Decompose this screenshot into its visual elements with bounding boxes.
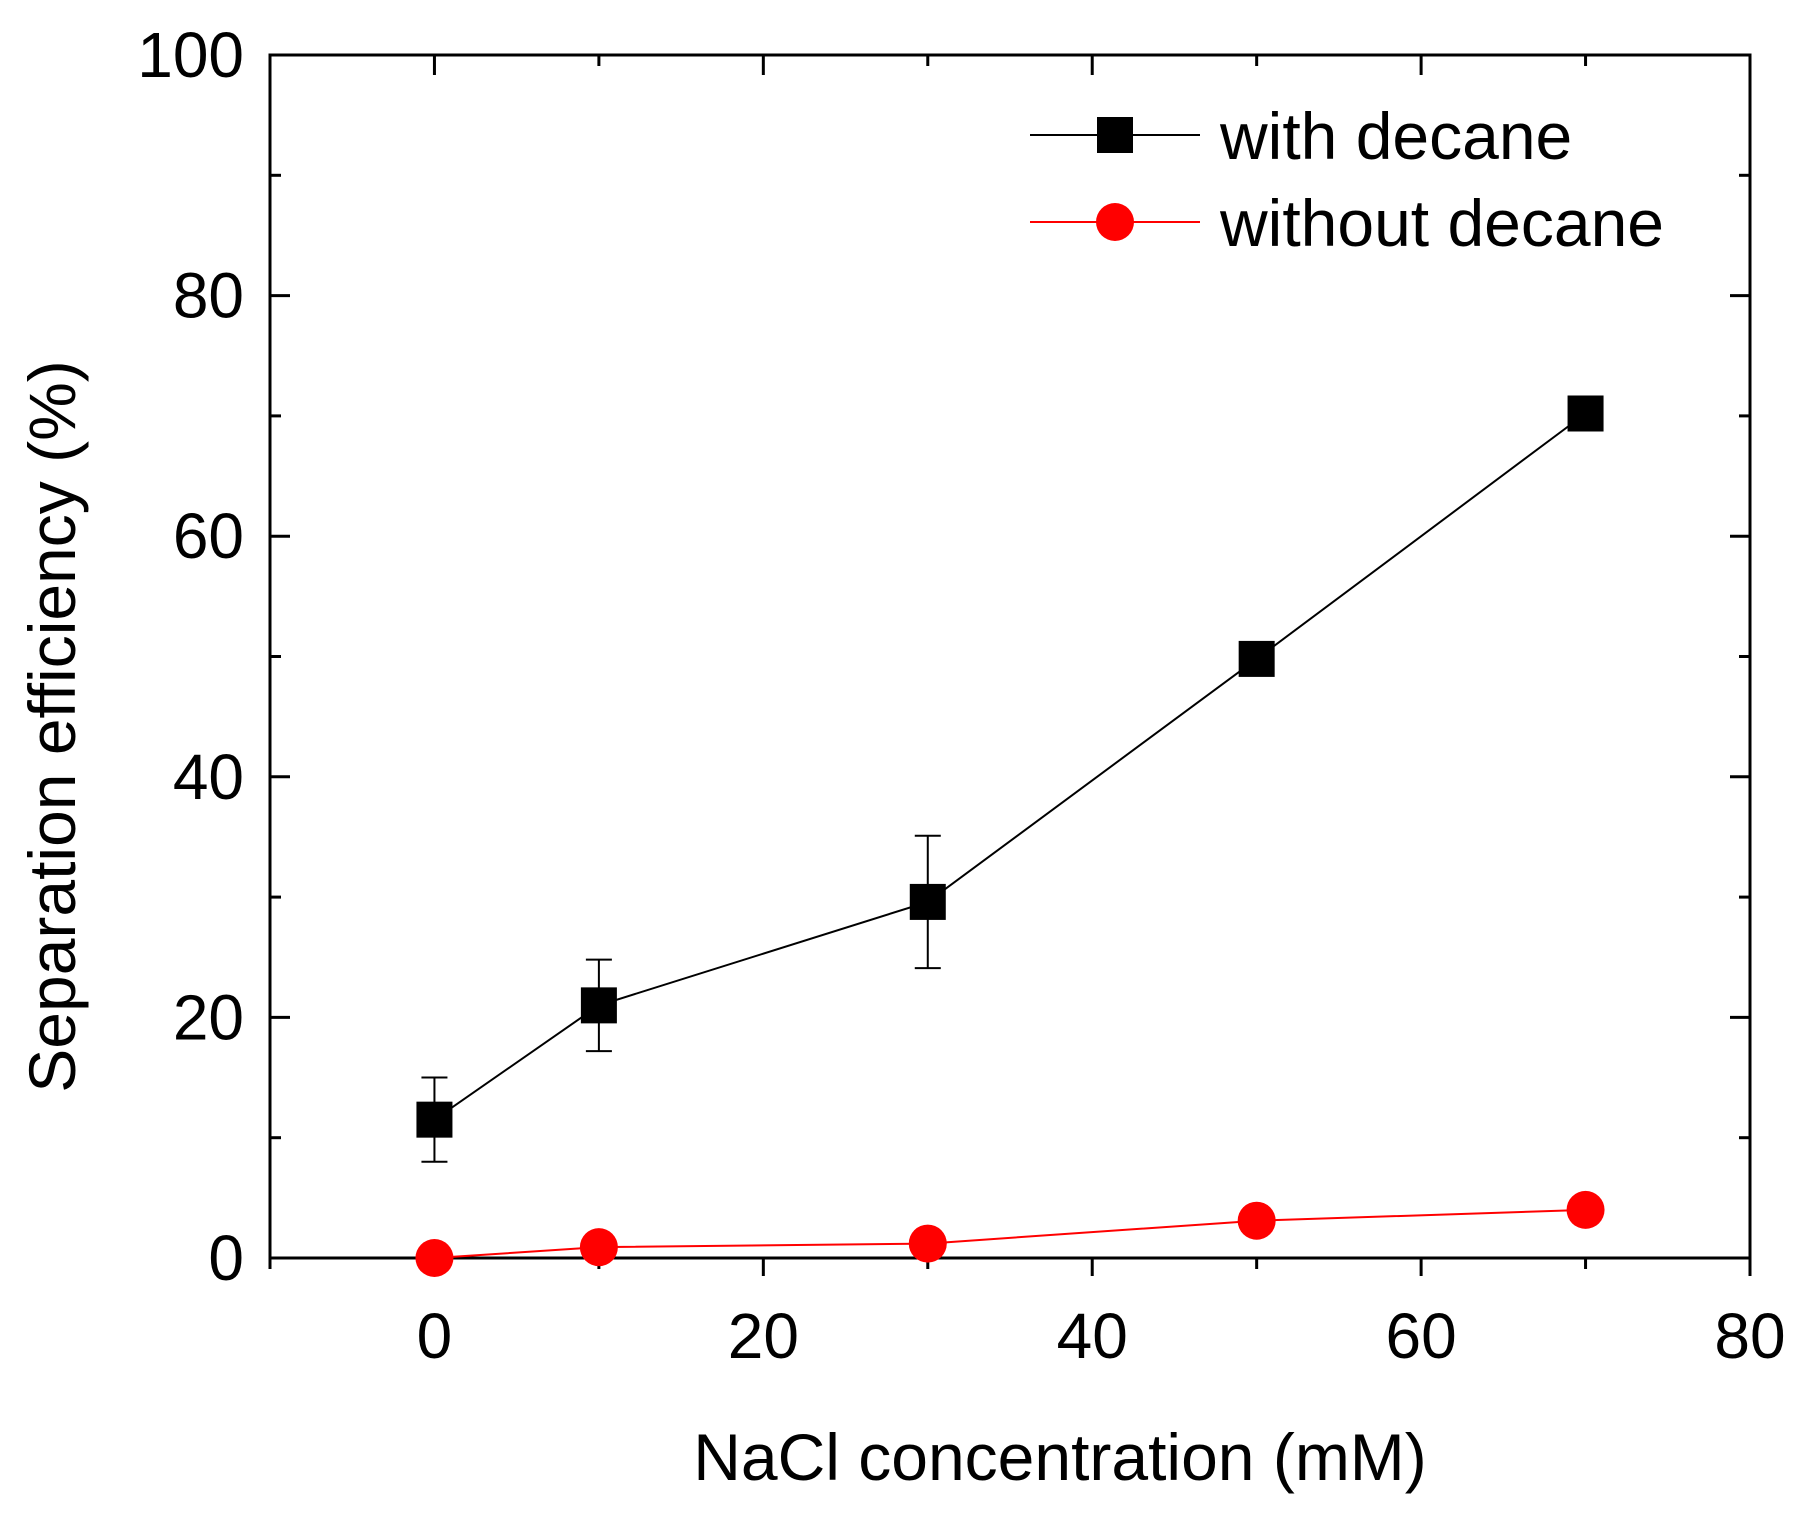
legend-item-with-decane: with decane (1030, 99, 1572, 173)
legend-marker-without-decane (1096, 203, 1134, 241)
y-tick-label-100: 100 (137, 19, 244, 91)
data-point (416, 1101, 453, 1138)
x-tick-label-20: 20 (728, 1300, 799, 1372)
y-tick-label-60: 60 (173, 500, 244, 572)
data-point (1238, 640, 1275, 677)
x-tick-label-0: 0 (417, 1300, 453, 1372)
data-point (1566, 1190, 1605, 1229)
y-axis-ticks: 0 20 40 60 80 100 (137, 19, 1750, 1294)
data-point (580, 987, 617, 1024)
legend-label-without-decane: without decane (1219, 186, 1664, 260)
data-point (415, 1239, 454, 1277)
y-axis-title: Separation efficiency (%) (15, 360, 89, 1092)
series-without-decane (415, 1190, 1605, 1277)
data-point (908, 1224, 947, 1263)
series-with-decane (416, 395, 1604, 1163)
data-point (909, 883, 946, 920)
data-point (579, 1228, 618, 1267)
y-tick-label-80: 80 (173, 260, 244, 332)
legend-label-with-decane: with decane (1219, 99, 1572, 173)
x-tick-label-60: 60 (1386, 1300, 1457, 1372)
series-layer (415, 395, 1605, 1277)
legend-marker-with-decane (1097, 117, 1133, 153)
y-tick-label-20: 20 (173, 981, 244, 1053)
y-tick-label-40: 40 (173, 741, 244, 813)
data-point (1567, 395, 1604, 432)
x-axis-title: NaCl concentration (mM) (693, 1420, 1427, 1494)
y-tick-label-0: 0 (208, 1222, 244, 1294)
x-axis-ticks: 0 20 40 60 80 (268, 55, 1786, 1372)
x-tick-label-80: 80 (1714, 1300, 1785, 1372)
x-tick-label-40: 40 (1057, 1300, 1128, 1372)
legend-item-without-decane: without decane (1030, 186, 1664, 260)
legend: with decane without decane (1030, 99, 1664, 260)
data-point (1237, 1201, 1276, 1240)
